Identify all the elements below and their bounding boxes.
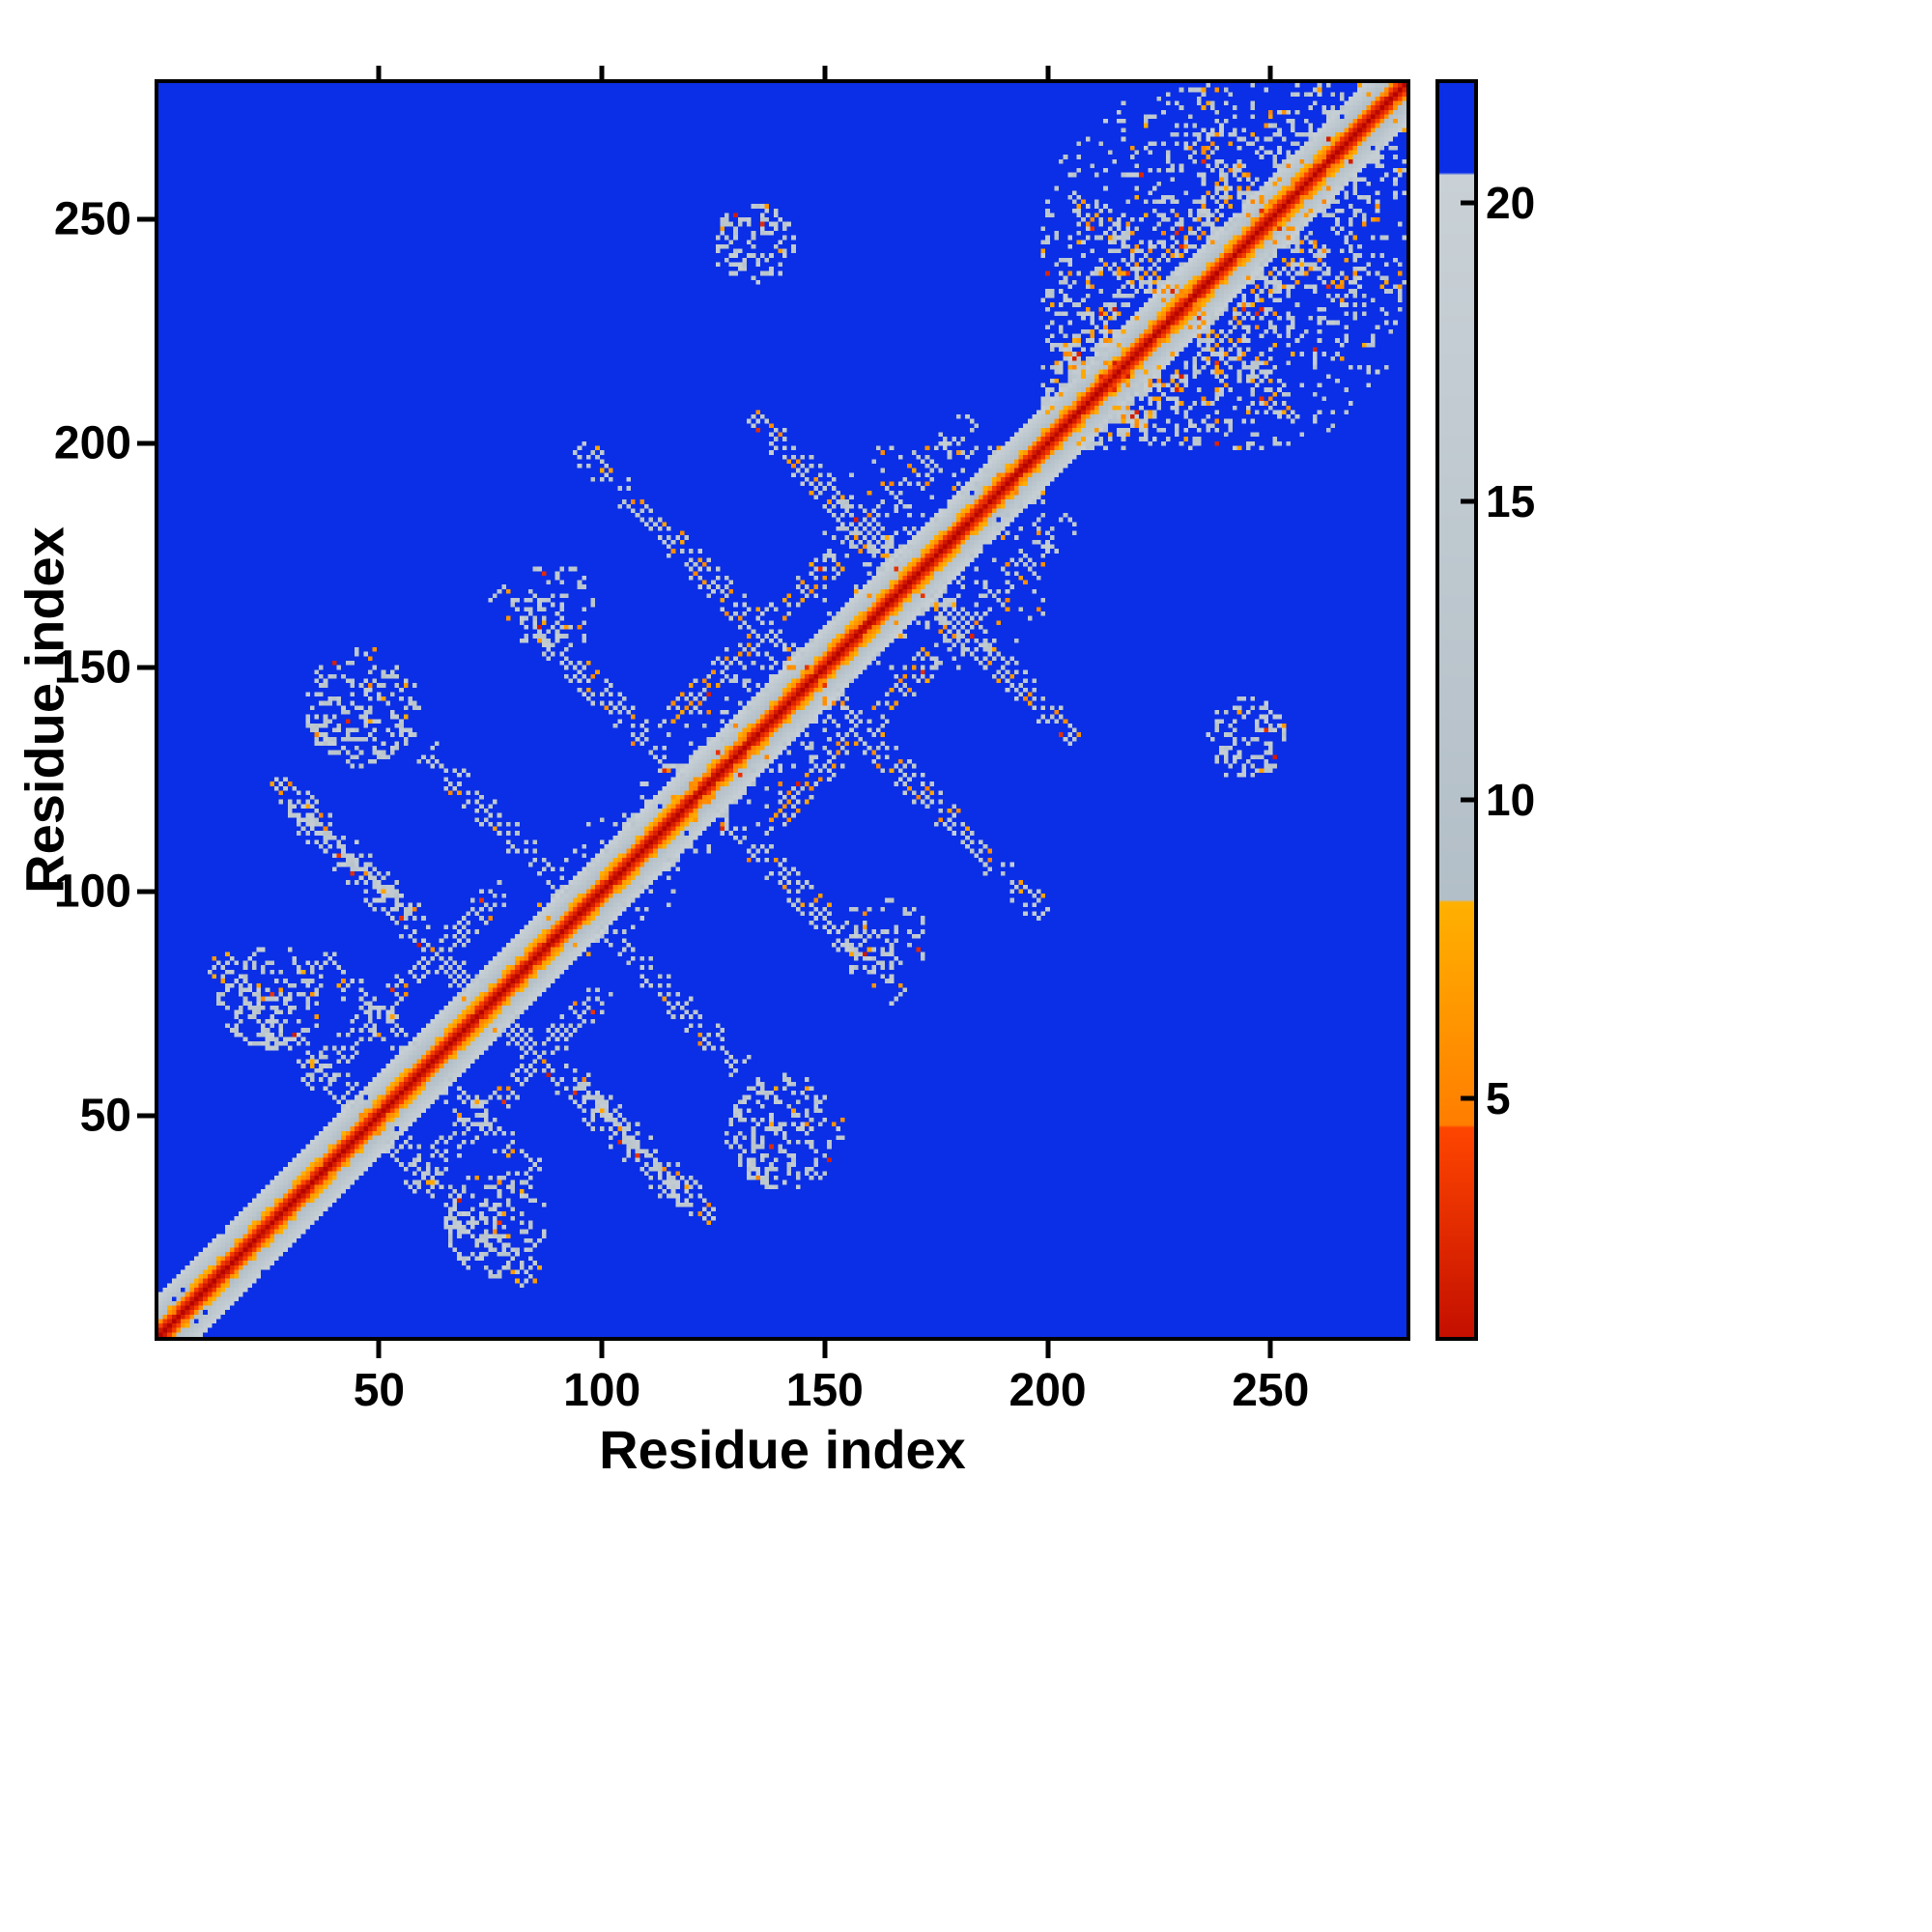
x-tick-mark-top bbox=[599, 66, 605, 79]
x-tick-mark-top bbox=[1267, 66, 1273, 79]
y-tick-mark bbox=[137, 1113, 155, 1119]
x-tick-mark bbox=[822, 1341, 828, 1358]
x-tick-mark-top bbox=[822, 66, 828, 79]
colorbar-tick-label: 5 bbox=[1486, 1072, 1511, 1123]
x-axis-label: Residue index bbox=[599, 1419, 966, 1480]
x-tick-mark bbox=[1267, 1341, 1273, 1358]
colorbar-canvas bbox=[1439, 83, 1474, 1337]
colorbar-tick-label: 10 bbox=[1486, 774, 1536, 825]
y-tick-label: 250 bbox=[53, 193, 131, 245]
y-tick-mark bbox=[137, 216, 155, 222]
colorbar-tick-label: 15 bbox=[1486, 475, 1536, 526]
x-tick-mark-top bbox=[1045, 66, 1051, 79]
x-tick-mark bbox=[376, 1341, 382, 1358]
y-tick-mark bbox=[137, 440, 155, 446]
contact-map-canvas bbox=[158, 83, 1406, 1337]
y-axis-label: Residue index bbox=[14, 526, 75, 894]
x-tick-label: 250 bbox=[1232, 1365, 1310, 1416]
x-tick-label: 100 bbox=[563, 1365, 641, 1416]
colorbar: 5 10 15 20 bbox=[1435, 79, 1535, 1341]
x-tick-label: 150 bbox=[785, 1365, 864, 1416]
x-tick-label: 200 bbox=[1009, 1365, 1087, 1416]
y-tick-mark bbox=[137, 889, 155, 895]
x-tick-mark bbox=[1045, 1341, 1051, 1358]
plot-area: 50 100 150 200 250 50 100 150 200 250 bbox=[54, 66, 1410, 1416]
y-tick-mark bbox=[137, 665, 155, 670]
x-tick-mark bbox=[599, 1341, 605, 1358]
x-tick-mark-top bbox=[376, 66, 382, 79]
y-tick-label: 50 bbox=[79, 1090, 131, 1142]
colorbar-tick-label: 20 bbox=[1486, 177, 1536, 228]
y-tick-label: 200 bbox=[53, 417, 131, 469]
x-tick-label: 50 bbox=[353, 1365, 406, 1416]
